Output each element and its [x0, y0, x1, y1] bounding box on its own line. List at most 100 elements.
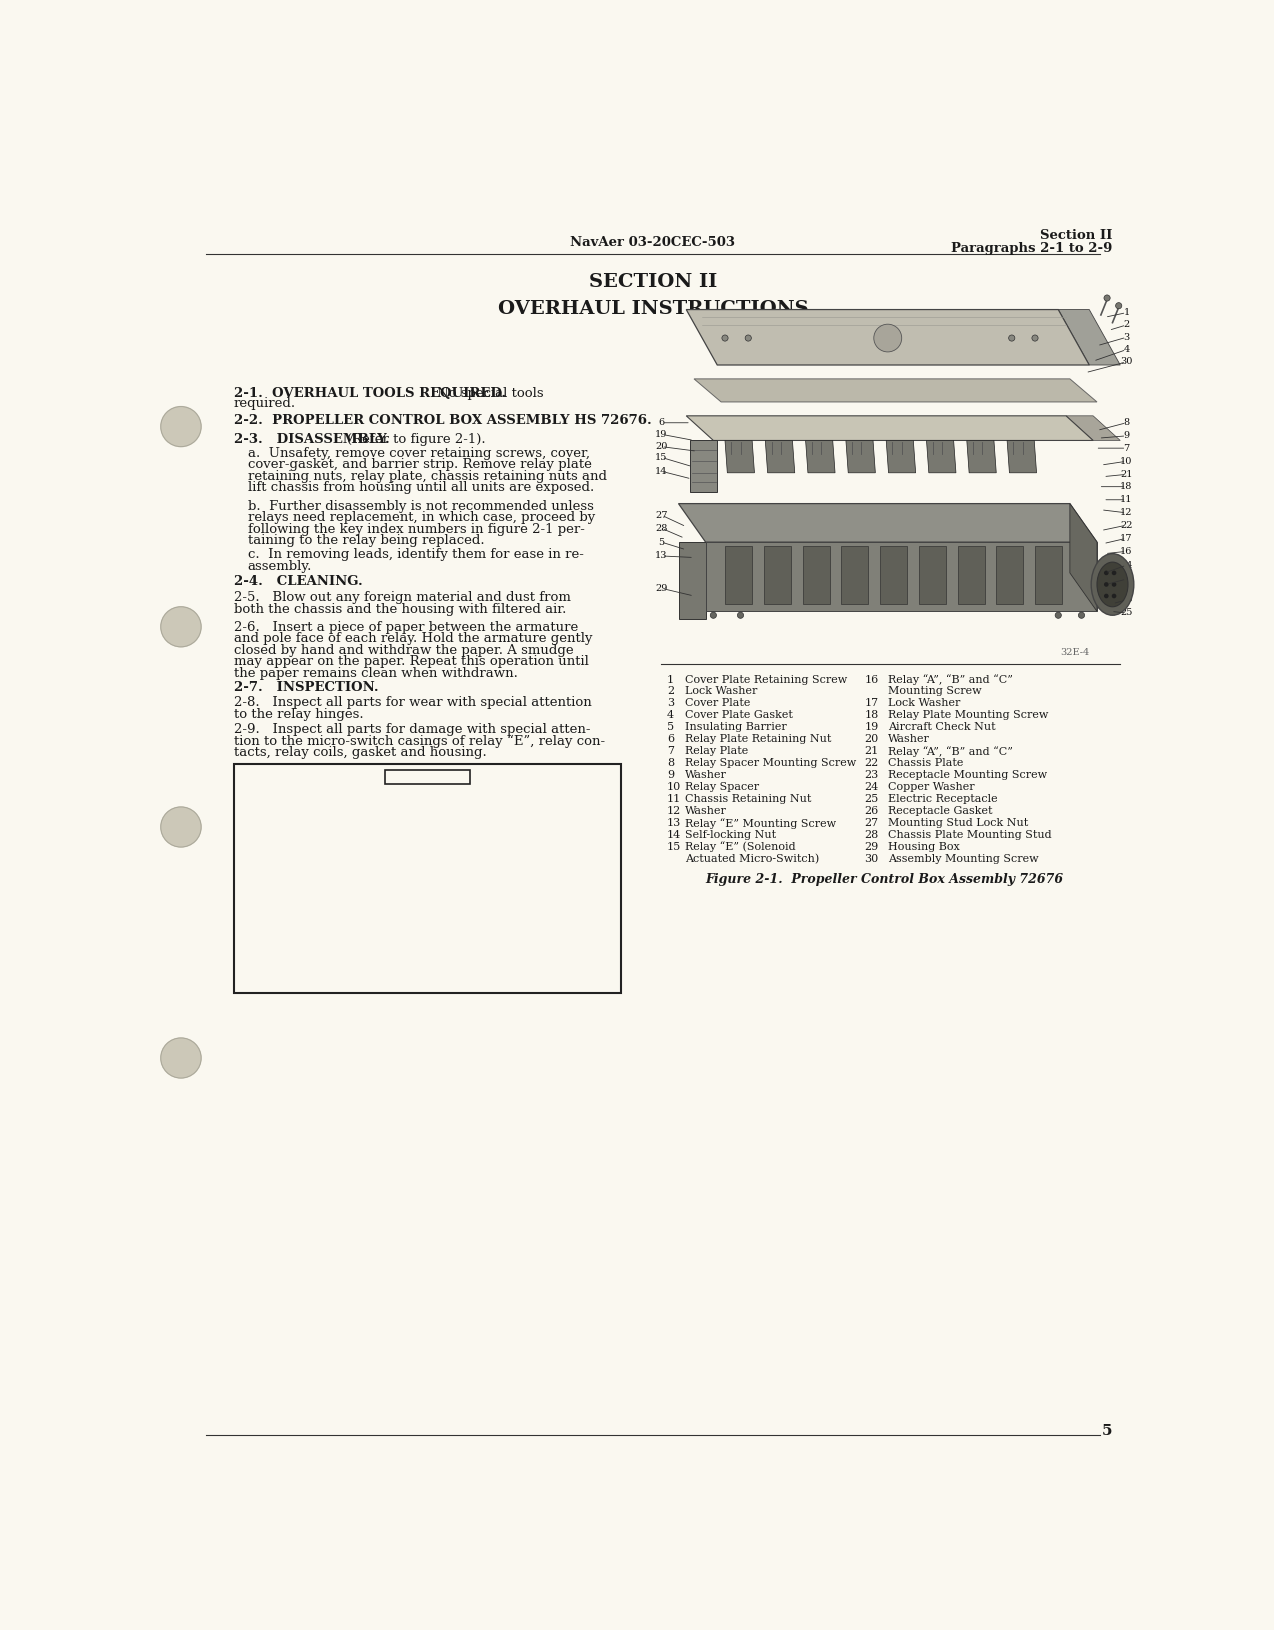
Text: 4: 4 — [1124, 346, 1130, 354]
Text: 27: 27 — [655, 510, 668, 520]
Text: 2-2.  PROPELLER CONTROL BOX ASSEMBLY HS 72676.: 2-2. PROPELLER CONTROL BOX ASSEMBLY HS 7… — [233, 414, 651, 427]
Polygon shape — [958, 546, 985, 603]
Text: 10: 10 — [666, 782, 682, 792]
Text: 2-5.   Blow out any foreign material and dust from: 2-5. Blow out any foreign material and d… — [233, 592, 571, 605]
Text: Figure 2-1.  Propeller Control Box Assembly 72676: Figure 2-1. Propeller Control Box Assemb… — [705, 874, 1063, 887]
Text: Housing Box: Housing Box — [888, 841, 959, 851]
Text: Receptacle Gasket: Receptacle Gasket — [888, 805, 992, 817]
Ellipse shape — [1092, 554, 1134, 615]
Text: 2: 2 — [666, 686, 674, 696]
Circle shape — [1112, 570, 1116, 575]
Text: Washer: Washer — [684, 769, 726, 781]
Text: Receptacle Mounting Screw: Receptacle Mounting Screw — [888, 769, 1047, 781]
Text: NavAer 03-20CEC-503: NavAer 03-20CEC-503 — [571, 236, 735, 249]
Text: tion to the micro-switch casings of relay “E”, relay con-: tion to the micro-switch casings of rela… — [233, 735, 605, 748]
Polygon shape — [967, 440, 996, 473]
Text: 2-4.   CLEANING.: 2-4. CLEANING. — [233, 575, 362, 588]
Text: 21: 21 — [1120, 469, 1133, 479]
Text: both the chassis and the housing with filtered air.: both the chassis and the housing with fi… — [233, 603, 566, 616]
Text: 9: 9 — [666, 769, 674, 781]
Text: 13: 13 — [666, 818, 682, 828]
Text: they are inspected and adjusted by highly: they are inspected and adjusted by highl… — [245, 861, 515, 874]
Ellipse shape — [1097, 562, 1127, 606]
Polygon shape — [880, 546, 907, 603]
Text: 26: 26 — [865, 805, 879, 817]
Text: 29: 29 — [865, 841, 879, 851]
Text: 4: 4 — [666, 711, 674, 720]
Text: required.: required. — [233, 398, 296, 411]
Circle shape — [1105, 593, 1108, 598]
Text: No special tools: No special tools — [437, 386, 543, 399]
Polygon shape — [1070, 504, 1097, 611]
Text: c.  In removing leads, identify them for ease in re-: c. In removing leads, identify them for … — [247, 548, 583, 561]
Text: 16: 16 — [865, 675, 879, 685]
Text: CAUTION: CAUTION — [390, 771, 465, 786]
Text: following the key index numbers in figure 2-1 per-: following the key index numbers in figur… — [247, 523, 585, 536]
Text: Cover Plate: Cover Plate — [684, 698, 750, 709]
Text: 19: 19 — [655, 430, 668, 438]
Text: 22: 22 — [1120, 520, 1133, 530]
Text: 23: 23 — [865, 769, 879, 781]
Text: 11: 11 — [666, 794, 682, 804]
Text: 32E-4: 32E-4 — [1060, 649, 1089, 657]
Text: 21: 21 — [865, 747, 879, 756]
Polygon shape — [926, 440, 956, 473]
Polygon shape — [887, 440, 916, 473]
Text: 1: 1 — [1124, 308, 1130, 318]
Text: 8: 8 — [1124, 419, 1130, 427]
Polygon shape — [846, 440, 875, 473]
Text: 18: 18 — [865, 711, 879, 720]
Text: Chassis Plate Mounting Stud: Chassis Plate Mounting Stud — [888, 830, 1051, 839]
Polygon shape — [1059, 310, 1120, 365]
Text: 2-7.   INSPECTION.: 2-7. INSPECTION. — [233, 681, 378, 694]
Polygon shape — [679, 504, 1097, 543]
Text: 20: 20 — [865, 734, 879, 745]
Text: 16: 16 — [1120, 546, 1133, 556]
Text: to the relay hinges.: to the relay hinges. — [233, 707, 363, 720]
Circle shape — [161, 406, 201, 447]
Text: 8: 8 — [666, 758, 674, 768]
Text: 13: 13 — [655, 551, 668, 561]
Text: category with delicate electrical instru-: category with delicate electrical instru… — [245, 804, 499, 817]
Text: assembly.: assembly. — [247, 559, 312, 572]
Text: 18: 18 — [1120, 482, 1133, 491]
Circle shape — [745, 336, 752, 341]
Text: Self-locking Nut: Self-locking Nut — [684, 830, 776, 839]
Polygon shape — [687, 310, 1089, 365]
Text: 2-9.   Inspect all parts for damage with special atten-: 2-9. Inspect all parts for damage with s… — [233, 724, 590, 737]
Polygon shape — [805, 440, 834, 473]
Text: closed by hand and withdraw the paper. A smudge: closed by hand and withdraw the paper. A… — [233, 644, 573, 657]
Text: Chassis Retaining Nut: Chassis Retaining Nut — [684, 794, 812, 804]
Polygon shape — [763, 546, 791, 603]
Text: Actuated Micro-Switch): Actuated Micro-Switch) — [684, 854, 819, 864]
Text: taining to the relay being replaced.: taining to the relay being replaced. — [247, 535, 484, 548]
Text: Washer: Washer — [888, 734, 930, 745]
Text: 26: 26 — [1120, 595, 1133, 605]
Text: 5: 5 — [666, 722, 674, 732]
Circle shape — [1116, 303, 1122, 308]
Text: 2: 2 — [1124, 321, 1130, 329]
Text: 11: 11 — [1120, 496, 1133, 504]
Text: 24: 24 — [1120, 561, 1133, 570]
Polygon shape — [841, 546, 869, 603]
Text: OVERHAUL INSTRUCTIONS: OVERHAUL INSTRUCTIONS — [498, 300, 808, 318]
Text: 7: 7 — [666, 747, 674, 756]
FancyBboxPatch shape — [233, 764, 622, 993]
Text: Assembly Mounting Screw: Assembly Mounting Screw — [888, 854, 1038, 864]
Text: 15: 15 — [666, 841, 682, 851]
Text: 25: 25 — [865, 794, 879, 804]
Text: and pole face of each relay. Hold the armature gently: and pole face of each relay. Hold the ar… — [233, 632, 592, 645]
Text: 14: 14 — [666, 830, 682, 839]
Polygon shape — [691, 440, 717, 492]
Text: 29: 29 — [655, 584, 668, 593]
Circle shape — [1055, 613, 1061, 618]
Circle shape — [1009, 336, 1015, 341]
Text: ment. Due caution should therefore be ex-: ment. Due caution should therefore be ex… — [245, 883, 517, 896]
Text: of relay failure may be attributed to attempts: of relay failure may be attributed to at… — [245, 826, 538, 839]
Circle shape — [161, 807, 201, 848]
Polygon shape — [725, 440, 754, 473]
Text: 1: 1 — [666, 675, 674, 685]
Text: 28: 28 — [655, 523, 668, 533]
Text: 24: 24 — [865, 782, 879, 792]
Polygon shape — [803, 546, 829, 603]
